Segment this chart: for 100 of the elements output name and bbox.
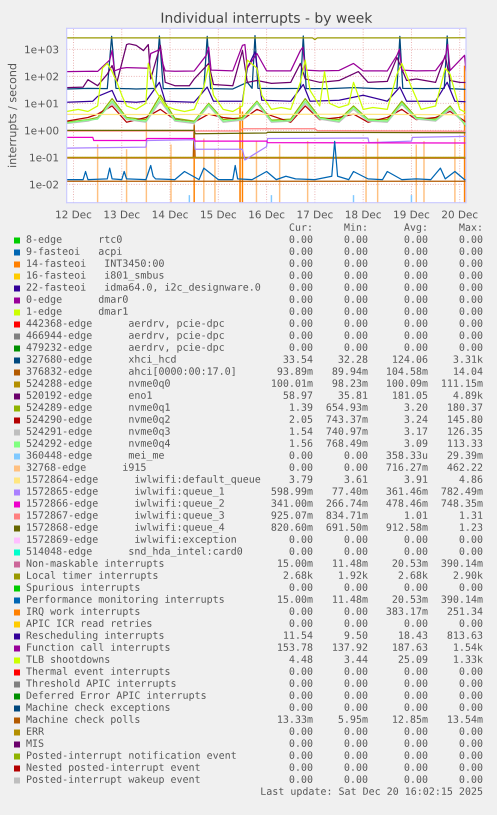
legend-label: 14-fasteoi INT3450:00	[27, 259, 164, 267]
legend-label: 520192-edge eno1	[26, 391, 152, 401]
text: 153.78 137.92 187.63 1.54k	[278, 643, 483, 651]
text: 2.05 743.37m 3.24 145.80	[290, 415, 482, 423]
text: 1.39 654.93m 3.20 180.37	[290, 403, 482, 411]
legend-label: 22-fasteoi idma64.0, i2c_designware.0	[26, 283, 260, 293]
text: 33.54 32.28 124.06 3.31k	[284, 355, 483, 363]
legend-label: Spurious interrupts	[26, 583, 140, 593]
text: 100.01m 98.23m 100.09m 111.15m	[272, 379, 483, 387]
text: 0.00 0.00 358.33u 29.39m	[290, 451, 483, 459]
text: 0.00 0.00 0.00 0.00	[290, 259, 482, 267]
text: 93.89m 89.94m 104.58m 14.04	[278, 367, 483, 375]
text: 1.54 740.97m 3.17 126.35	[290, 427, 482, 435]
legend-label: 376832-edge ahci[0000:00:17.0]	[26, 367, 234, 377]
x-tick-label: 12 Dec	[56, 210, 92, 218]
legend-label: Machine check exceptions	[26, 703, 170, 713]
legend-label: 16-fasteoi i801_smbus	[27, 271, 164, 281]
legend-label: 32768-edge i915	[26, 463, 146, 473]
text: 58.97 35.81 181.05 4.89k	[284, 391, 483, 399]
text: 0.00 0.00 0.00 0.00	[290, 679, 482, 687]
text: 0.00 0.00 716.27m 462.22	[290, 463, 482, 471]
text: 15.00m 11.48m 20.53m 390.14m	[278, 595, 483, 603]
legend-label: ERR	[26, 727, 44, 735]
text: 0.00 0.00 0.00 0.00	[290, 727, 482, 735]
legend-label: 524292-edge nvme0q4	[26, 439, 170, 449]
legend-label: TLB shootdowns	[26, 655, 110, 663]
legend-label: Posted-interrupt wakeup event	[26, 775, 200, 785]
text: 1.56 768.49m 3.09 113.33	[290, 439, 482, 447]
x-tick-label: 17 Dec	[298, 210, 333, 218]
legend-label: Performance monitoring interrupts	[26, 595, 224, 605]
legend-label: 466944-edge aerdrv, pcie-dpc	[26, 331, 224, 341]
legend-label: 9-fasteoi acpi	[26, 247, 122, 257]
text: 820.60m 691.50m 912.58m 1.23	[271, 523, 482, 531]
text: 15.00m 11.48m 20.53m 390.14m	[278, 559, 483, 567]
legend-label: IRQ work interrupts	[26, 607, 140, 617]
legend-label: 1572868-edge iwlwifi:queue_4	[27, 522, 224, 534]
text: 0.00 0.00 0.00 0.00	[290, 295, 482, 303]
text: 341.00m 266.74m 478.46m 748.35m	[272, 499, 483, 507]
x-tick-label: 18 Dec	[346, 210, 381, 218]
legend-label: 1572867-edge iwlwifi:queue_3	[27, 510, 224, 522]
text: 0.00 0.00 0.00 0.00	[290, 763, 482, 771]
legend-label: APIC ICR read retries	[26, 619, 152, 627]
legend-label: 8-edge rtc0	[26, 235, 122, 245]
legend-label: 514048-edge snd_hda_intel:card0	[26, 546, 242, 558]
legend-label: Local timer interrupts	[27, 571, 158, 581]
chart-title: Individual interrupts - by week	[162, 12, 372, 26]
legend-label: 524291-edge nvme0q3	[26, 427, 170, 437]
text: 925.07m 834.71m 1.01 1.31	[271, 511, 482, 519]
text: 0.00 0.00 0.00 0.00	[290, 703, 482, 711]
text: 0.00 0.00 0.00 0.00	[290, 583, 482, 591]
y-axis-title: interrupts / second	[8, 64, 18, 167]
text: 598.99m 77.40m 361.46m 782.49m	[272, 487, 483, 495]
text: Last update: Sat Dec 20 16:02:15 2025	[261, 787, 482, 797]
text: 0.00 0.00 0.00 0.00	[290, 751, 482, 759]
legend-label: 524289-edge nvme0q1	[26, 403, 170, 413]
text: Cur: Min: Avg: Max:	[290, 223, 481, 233]
legend-label: Non-maskable interrupts	[26, 559, 164, 569]
y-tick-label: 1e+00	[25, 126, 58, 134]
text: 0.00 0.00 0.00 0.00	[290, 535, 482, 543]
x-tick-label: 19 Dec	[394, 210, 430, 218]
text: 0.00 0.00 383.17m 251.34	[290, 607, 483, 615]
legend-label: 1572865-edge iwlwifi:queue_1	[27, 486, 224, 498]
text: 0.00 0.00 0.00 0.00	[290, 667, 482, 675]
legend-label: 1572866-edge iwlwifi:queue_2	[27, 498, 224, 510]
legend-label: 524288-edge nvme0q0	[26, 379, 170, 389]
legend-label: 1-edge dmar1	[27, 307, 128, 317]
text: 13.33m 5.95m 12.85m 13.54m	[278, 715, 483, 723]
legend-label: MIS	[26, 739, 44, 747]
legend-label: Threshold APIC interrupts	[26, 679, 176, 689]
text: 0.00 0.00 0.00 0.00	[290, 307, 482, 315]
text: 0.00 0.00 0.00 0.00	[290, 331, 482, 339]
text: 0.00 0.00 0.00 0.00	[290, 775, 482, 783]
x-tick-label: 14 Dec	[152, 210, 188, 218]
x-tick-label: 16 Dec	[249, 210, 284, 218]
legend-label: 1572869-edge iwlwifi:exception	[27, 535, 236, 545]
legend-label: Machine check polls	[26, 715, 140, 725]
legend-label: 0-edge dmar0	[26, 295, 128, 305]
legend-label: Thermal event interrupts	[26, 667, 170, 677]
legend-label: Posted-interrupt notification event	[26, 751, 236, 761]
text: 0.00 0.00 0.00 0.00	[290, 739, 482, 747]
x-tick-label: 15 Dec	[201, 210, 236, 218]
legend-label: 360448-edge mei_me	[26, 451, 164, 461]
y-tick-label: 1e+02	[25, 72, 58, 80]
legend-label: 327680-edge xhci_hcd	[26, 355, 176, 365]
legend-label: 442368-edge aerdrv, pcie-dpc	[26, 319, 224, 329]
legend-label: 1572864-edge iwlwifi:default_queue	[27, 474, 260, 486]
legend-label: Function call interrupts	[27, 643, 170, 653]
y-tick-label: 1e-01	[30, 154, 58, 162]
text: 0.00 0.00 0.00 0.00	[290, 343, 482, 351]
x-tick-label: 20 Dec	[442, 210, 478, 218]
text: 0.00 0.00 0.00 0.00	[290, 619, 482, 627]
text: 0.00 0.00 0.00 0.00	[290, 547, 482, 555]
y-tick-label: 1e+03	[25, 46, 58, 54]
text: 3.79 3.61 3.91 4.86	[290, 475, 482, 483]
legend-label: 524290-edge nvme0q2	[26, 415, 170, 425]
text: 11.54 9.50 18.43 813.63	[284, 631, 482, 639]
text: 0.00 0.00 0.00 0.00	[290, 235, 482, 243]
text: 0.00 0.00 0.00 0.00	[290, 247, 482, 255]
legend-label: Deferred Error APIC interrupts	[26, 691, 206, 701]
y-tick-label: 1e-02	[30, 180, 58, 188]
